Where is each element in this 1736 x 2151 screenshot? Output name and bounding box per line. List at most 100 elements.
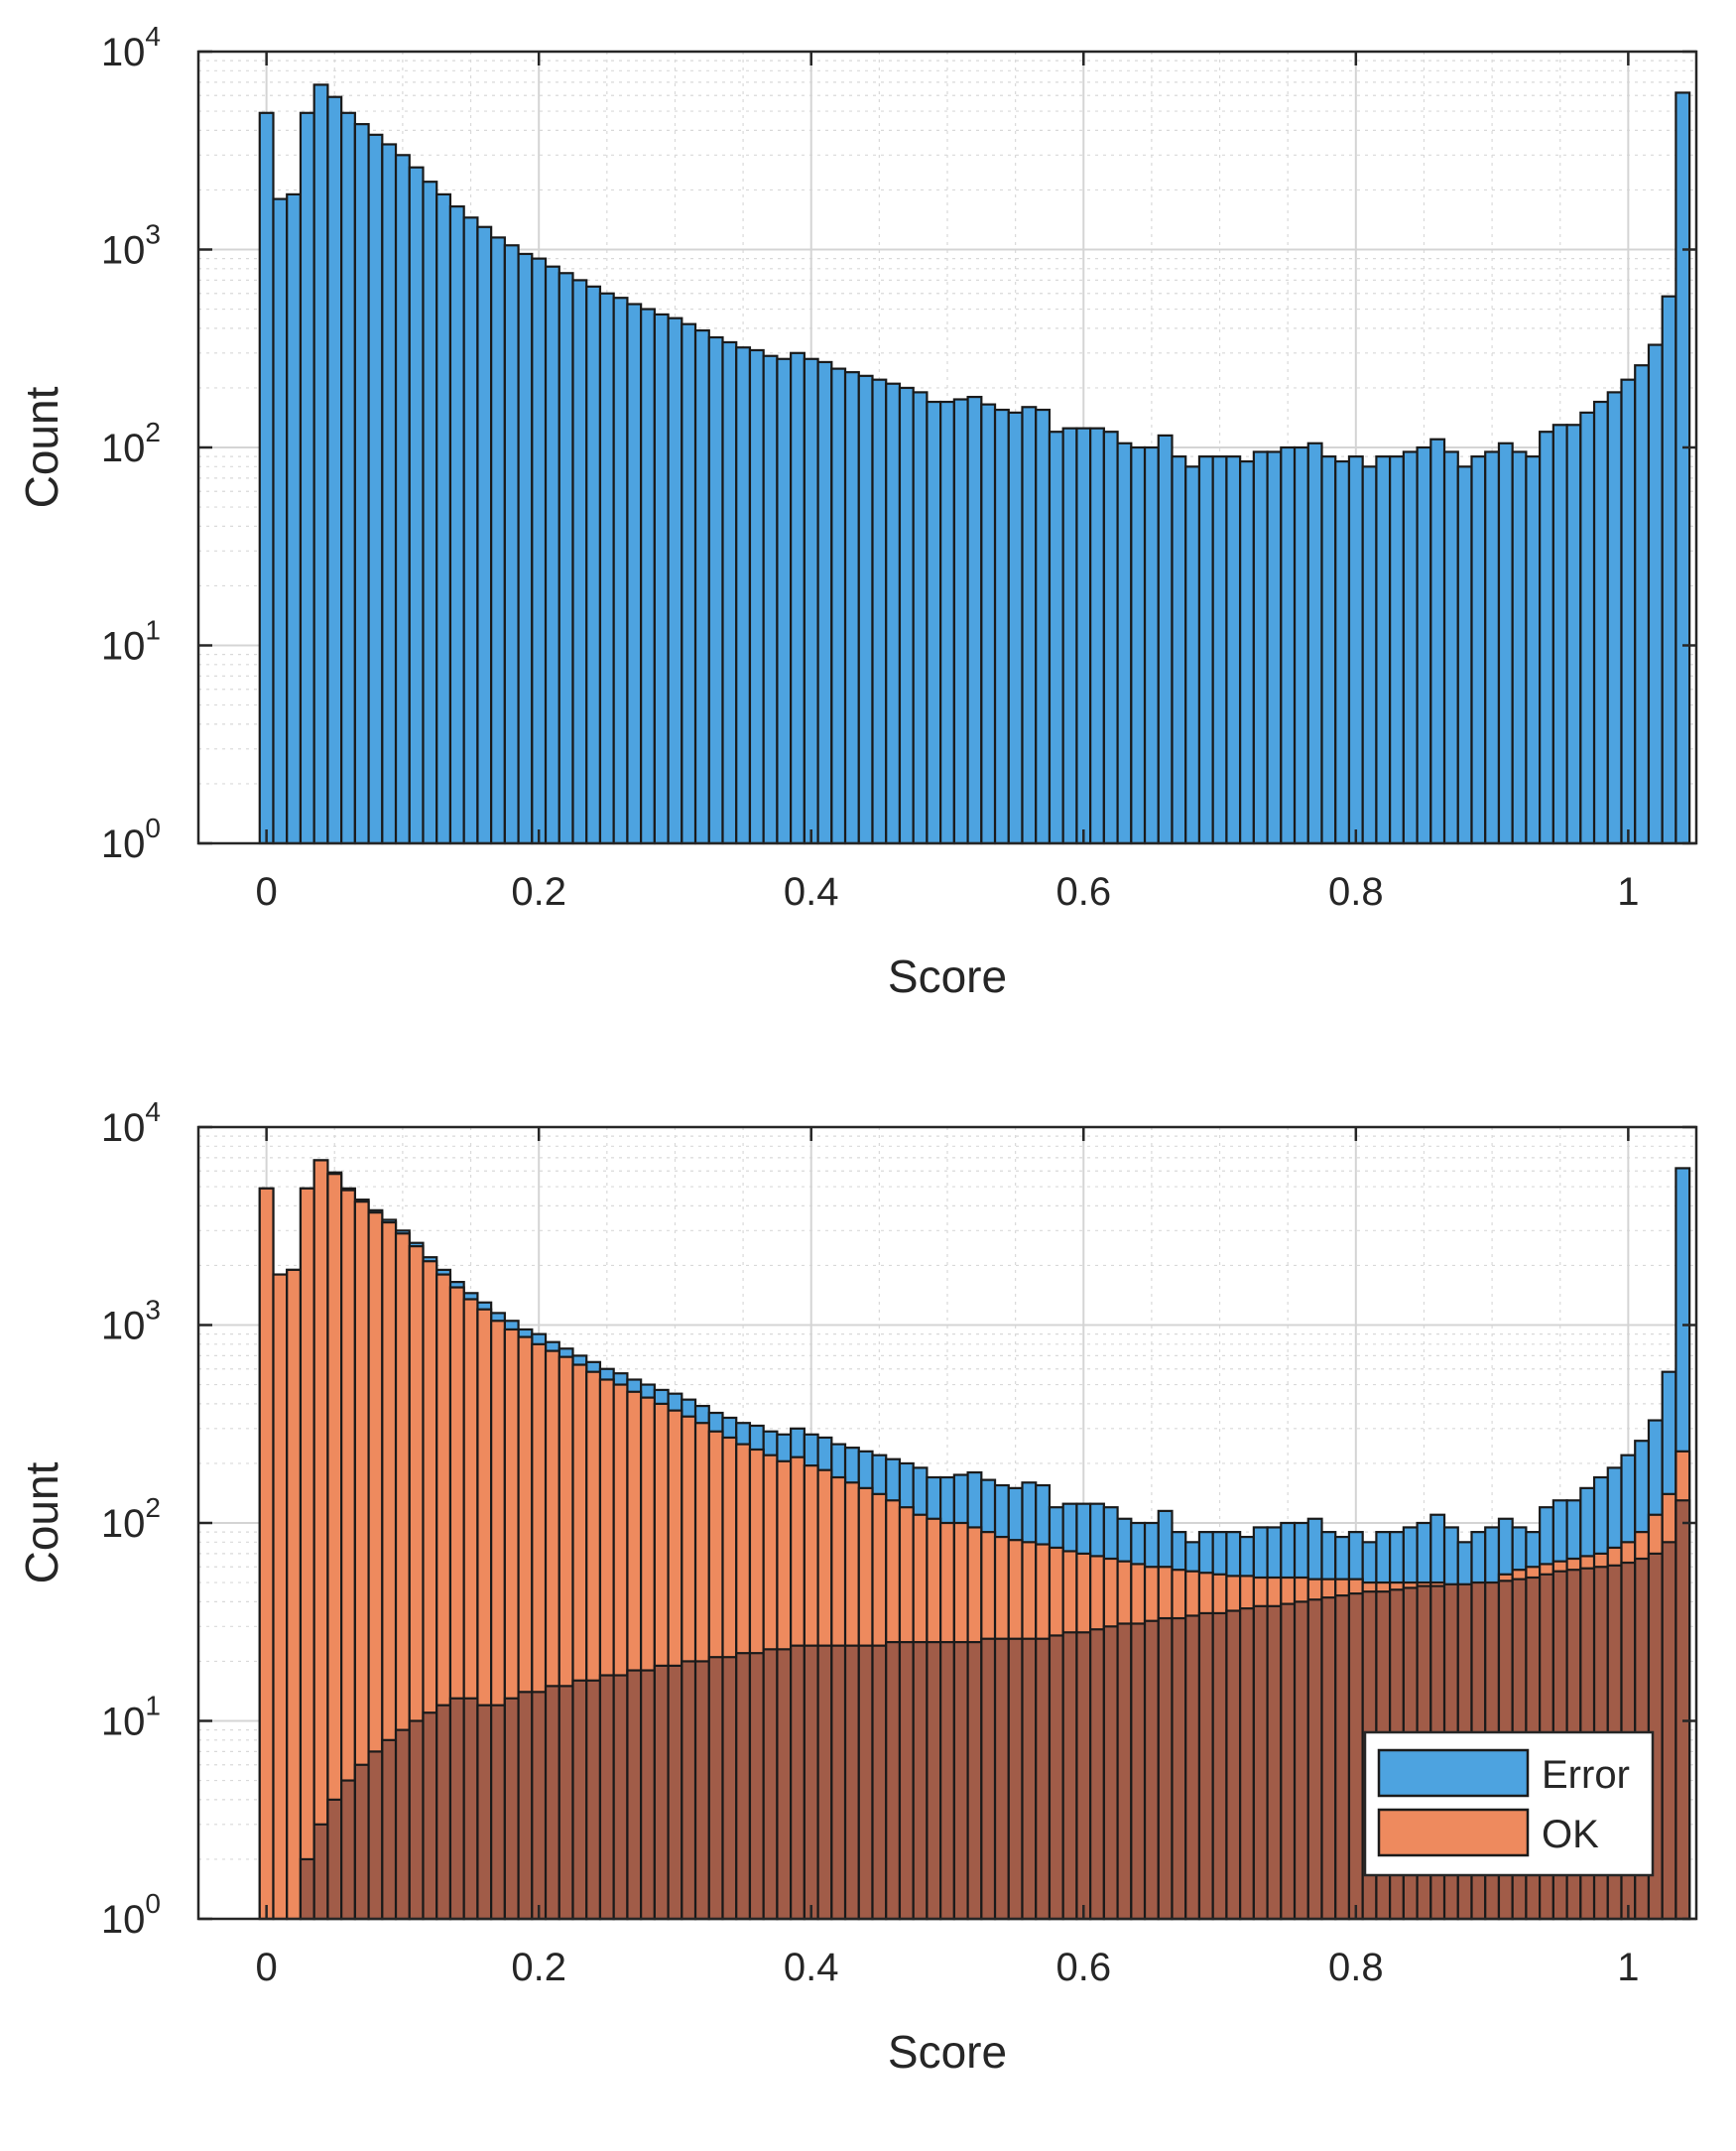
bar: [558, 1685, 574, 1921]
bar: [1171, 1616, 1187, 1921]
bar: [1048, 1634, 1064, 1921]
bar: [1130, 1622, 1147, 1921]
bar: [585, 285, 602, 845]
bar: [939, 400, 955, 845]
bar: [667, 316, 683, 845]
bar: [1429, 438, 1446, 845]
bar: [1252, 450, 1269, 845]
bar: [258, 1187, 275, 1921]
bar: [1102, 431, 1119, 845]
bar: [1551, 424, 1568, 845]
bar: [926, 400, 942, 845]
bar: [1116, 1622, 1133, 1921]
bar: [1320, 455, 1337, 845]
bar: [830, 367, 847, 845]
bar: [517, 252, 534, 845]
x-tick-label: 0.8: [1328, 870, 1384, 914]
x-tick-label: 0: [256, 870, 278, 914]
bar: [476, 1704, 493, 1921]
bar: [681, 322, 697, 845]
bar: [612, 297, 629, 845]
chart-bottom: 0 0.2 0.4 0.6 0.8 1 100 101 102 103 104 Score Count E…: [16, 1096, 1698, 2078]
bar: [353, 1763, 370, 1921]
bar: [1306, 442, 1323, 845]
bar: [790, 351, 806, 845]
legend-swatch-ok: [1377, 1808, 1530, 1857]
bar: [1116, 442, 1133, 845]
y-tick-label: 103: [101, 1295, 161, 1348]
bar: [1007, 1637, 1024, 1921]
bar: [1061, 427, 1078, 845]
bar: [299, 1857, 315, 1921]
bar: [857, 374, 874, 845]
y-tick-label: 104: [101, 21, 161, 74]
bar: [1647, 343, 1664, 845]
bar: [857, 1644, 874, 1921]
bar: [748, 348, 765, 845]
bar: [1565, 424, 1582, 845]
bar: [381, 143, 398, 845]
bar: [1470, 455, 1487, 845]
bar: [707, 1656, 724, 1921]
bar: [1021, 406, 1038, 845]
bar: [1225, 1609, 1242, 1921]
bar: [326, 1798, 343, 1921]
bar: [1484, 450, 1501, 845]
bar: [394, 154, 411, 845]
y-tick-label: 100: [101, 1888, 161, 1942]
bar: [1293, 445, 1309, 845]
series-overlap-0: [258, 83, 1691, 845]
bar: [571, 279, 588, 845]
bar: [367, 1750, 384, 1921]
bar: [286, 192, 303, 845]
bar: [1620, 378, 1637, 845]
bar: [966, 1641, 983, 1921]
x-axis-title: Score: [888, 2026, 1007, 2078]
bar: [993, 408, 1010, 845]
bar: [1361, 465, 1378, 845]
bar: [571, 1679, 588, 1921]
bar: [966, 395, 983, 845]
bar: [626, 1669, 643, 1921]
y-tick-label: 100: [101, 813, 161, 866]
bar: [1143, 445, 1160, 845]
bar: [626, 303, 643, 845]
x-tick-label: 0.4: [784, 870, 839, 914]
bar: [1334, 1594, 1351, 1921]
bar: [544, 1685, 560, 1921]
bar: [1184, 465, 1201, 845]
bar: [1157, 1616, 1174, 1921]
bar: [462, 1697, 479, 1921]
bar: [435, 192, 452, 845]
bar: [367, 133, 384, 845]
bar: [1280, 445, 1297, 845]
bar: [748, 1652, 765, 1921]
legend-swatch-error: [1377, 1748, 1530, 1798]
bar: [1102, 1625, 1119, 1921]
bar: [340, 1779, 356, 1921]
bar: [1674, 91, 1691, 845]
bar: [286, 1268, 303, 1921]
chart-top: 0 0.2 0.4 0.6 0.8 1 100 101 102 103 104 Score Count: [16, 21, 1698, 1002]
bar: [762, 354, 779, 845]
bar: [503, 244, 520, 845]
bar: [952, 398, 969, 845]
bar: [1089, 1628, 1105, 1921]
bar: [1402, 450, 1419, 845]
bar: [898, 386, 915, 845]
bar: [272, 197, 289, 845]
x-tick-label: 0.4: [784, 1946, 839, 1989]
bar: [681, 1660, 697, 1921]
bar: [1497, 442, 1514, 845]
bar: [1048, 431, 1064, 845]
bar: [1197, 1611, 1214, 1921]
bar: [326, 95, 343, 845]
bar: [1252, 1604, 1269, 1921]
bar: [1075, 427, 1092, 845]
bar: [926, 1641, 942, 1921]
y-tick-label: 104: [101, 1096, 161, 1150]
bar: [340, 111, 356, 845]
bar: [312, 83, 329, 845]
bar: [503, 1697, 520, 1921]
bar: [448, 205, 465, 845]
